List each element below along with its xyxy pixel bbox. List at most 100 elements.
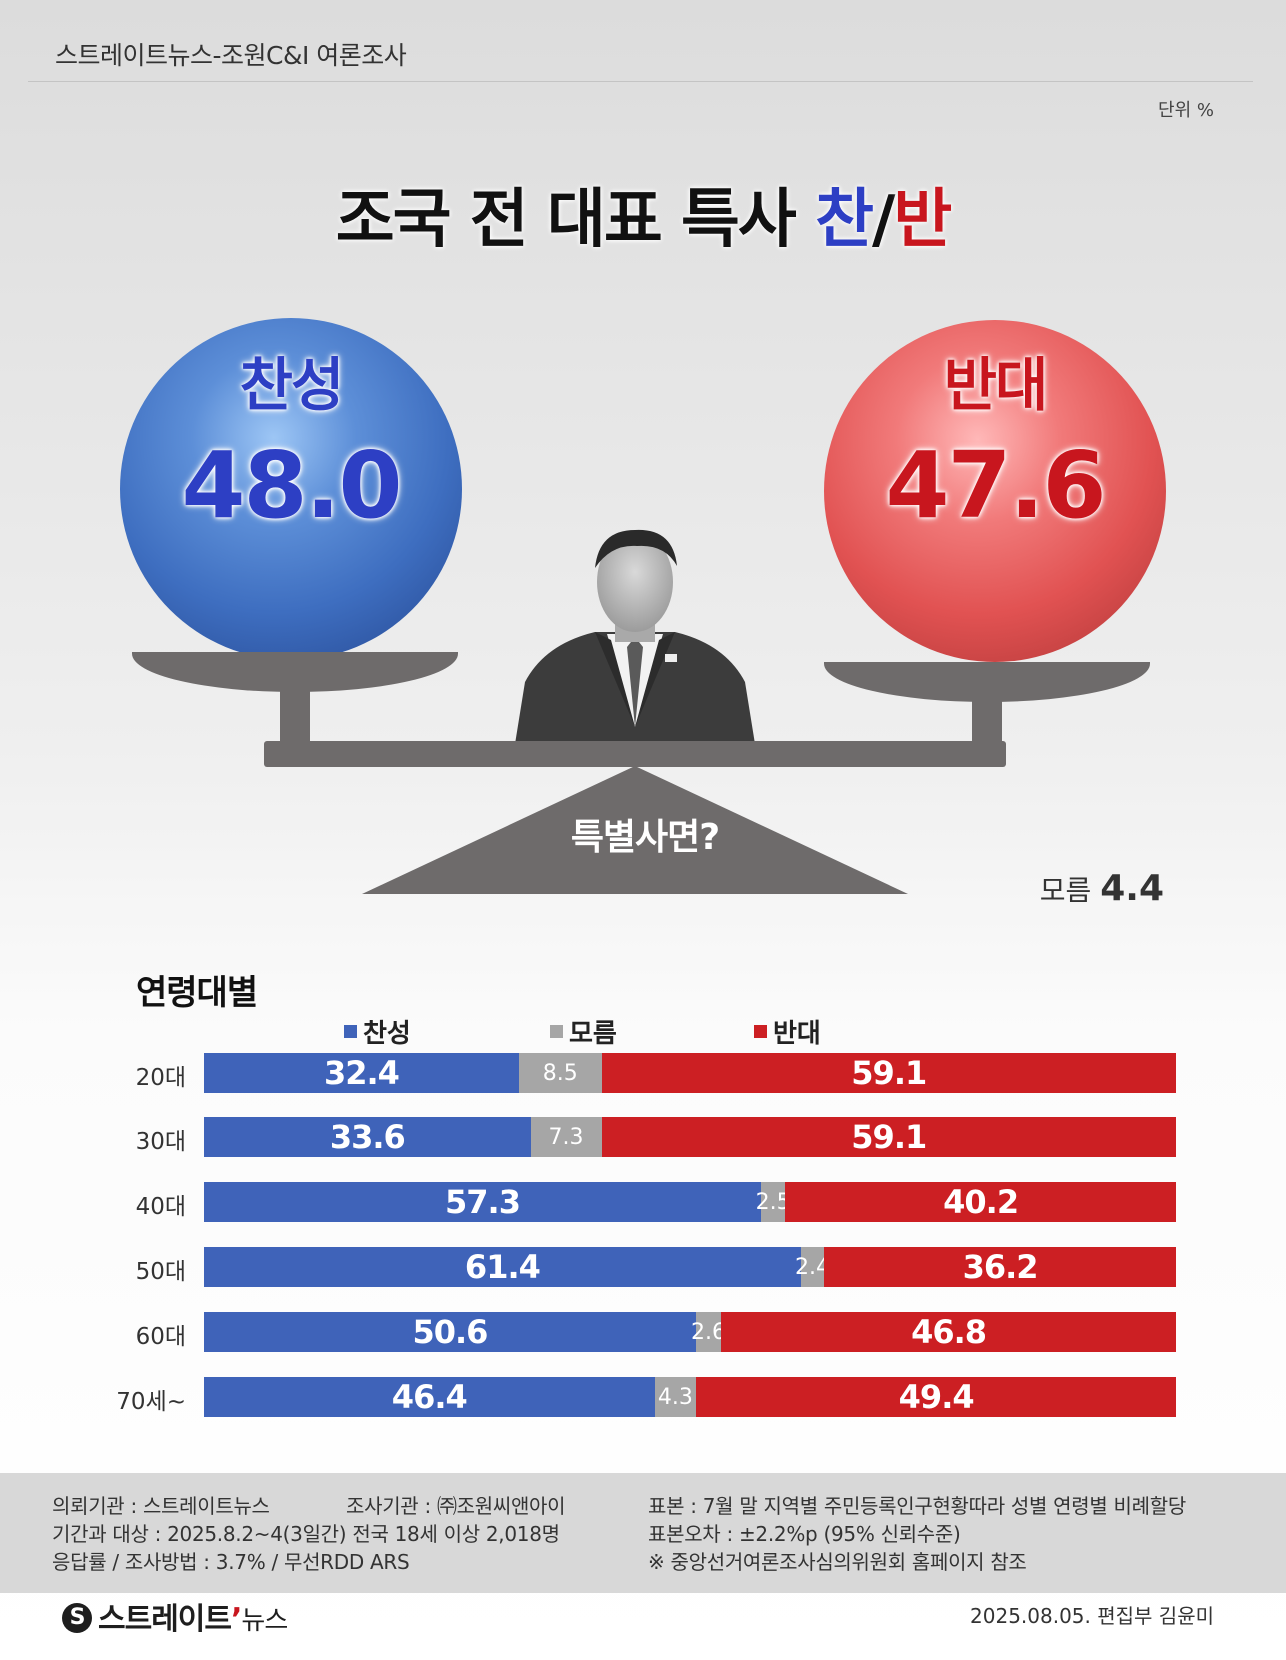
legend-item-yes: 찬성 bbox=[344, 1013, 411, 1050]
bar-row: 70세~ 46.4 4.3 49.4 bbox=[0, 1377, 1286, 1417]
footer-method: 응답률 / 조사방법 : 3.7% / 무선RDD ARS bbox=[52, 1550, 410, 1574]
category-label: 40대 bbox=[135, 1194, 186, 1220]
header-title: 스트레이트뉴스-조원C&I 여론조사 bbox=[55, 41, 407, 70]
yes-value: 48.0 bbox=[181, 432, 403, 539]
scale-fulcrum bbox=[362, 766, 908, 894]
title-yes: 찬 bbox=[815, 183, 874, 257]
legend-swatch-unknown bbox=[550, 1025, 563, 1038]
category-label: 50대 bbox=[135, 1259, 186, 1285]
data-label-yes: 33.6 bbox=[329, 1118, 406, 1156]
no-value: 47.6 bbox=[885, 432, 1107, 539]
data-label-unknown: 2.6 bbox=[690, 1319, 726, 1345]
footer-client: 의뢰기관 : 스트레이트뉴스 bbox=[52, 1494, 270, 1518]
legend-item-unknown: 모름 bbox=[550, 1013, 617, 1050]
scale-pan-left bbox=[132, 652, 458, 692]
bar-segment-no: 36.2 bbox=[824, 1247, 1176, 1287]
bar-segment-yes: 61.4 bbox=[204, 1247, 801, 1287]
chart-title: 연령대별 bbox=[136, 973, 258, 1013]
bar-segment-yes: 50.6 bbox=[204, 1312, 696, 1352]
data-label-no: 59.1 bbox=[851, 1118, 927, 1156]
data-label-no: 49.4 bbox=[898, 1378, 975, 1416]
stacked-bar: 33.6 7.3 59.1 bbox=[204, 1117, 1176, 1157]
data-label-no: 36.2 bbox=[962, 1248, 1039, 1286]
bar-row: 40대 57.3 2.5 40.2 bbox=[0, 1182, 1286, 1222]
legend-label-no: 반대 bbox=[773, 1019, 821, 1049]
bar-segment-unknown: 2.4 bbox=[795, 1247, 830, 1287]
chart-legend: 찬성 모름 반대 bbox=[344, 1013, 864, 1050]
header-divider bbox=[28, 81, 1253, 82]
yes-sphere bbox=[120, 318, 462, 660]
bar-segment-no: 59.1 bbox=[601, 1053, 1176, 1093]
title-prefix: 조국 전 대표 특사 bbox=[335, 183, 816, 257]
data-label-yes: 50.6 bbox=[412, 1313, 488, 1351]
data-label-unknown: 8.5 bbox=[542, 1060, 578, 1086]
bar-segment-no: 40.2 bbox=[785, 1182, 1176, 1222]
bar-row: 50대 61.4 2.4 36.2 bbox=[0, 1247, 1286, 1287]
logo-main: 스트레이트 bbox=[98, 1602, 232, 1637]
legend-label-yes: 찬성 bbox=[363, 1019, 411, 1049]
data-label-no: 46.8 bbox=[911, 1313, 987, 1351]
brand-logo: S 스트레이트ʼ뉴스 bbox=[62, 1594, 288, 1638]
footer-panel bbox=[0, 1473, 1286, 1593]
data-label-no: 40.2 bbox=[943, 1183, 1019, 1221]
legend-swatch-yes bbox=[344, 1025, 357, 1038]
category-label: 70세~ bbox=[116, 1389, 186, 1415]
bar-row: 30대 33.6 7.3 59.1 bbox=[0, 1117, 1286, 1157]
data-label-unknown: 2.5 bbox=[755, 1189, 791, 1215]
unknown-label: 모름 bbox=[1039, 874, 1092, 907]
bar-segment-yes: 32.4 bbox=[204, 1053, 519, 1093]
bar-row: 20대 32.4 8.5 59.1 bbox=[0, 1053, 1286, 1093]
data-label-unknown: 4.3 bbox=[657, 1384, 693, 1410]
bar-segment-no: 49.4 bbox=[696, 1377, 1176, 1417]
page-title: 조국 전 대표 특사 찬/반 bbox=[0, 168, 1286, 260]
stacked-bar: 46.4 4.3 49.4 bbox=[204, 1377, 1176, 1417]
bar-segment-yes: 33.6 bbox=[204, 1117, 531, 1157]
bar-row: 60대 50.6 2.6 46.8 bbox=[0, 1312, 1286, 1352]
scale-caption: 특별사면? bbox=[570, 817, 720, 858]
no-sphere bbox=[824, 320, 1166, 662]
scale-pan-right bbox=[824, 662, 1150, 702]
category-label: 30대 bbox=[135, 1129, 186, 1155]
publish-date: 2025.08.05. 편집부 김윤미 bbox=[970, 1604, 1214, 1628]
bar-segment-unknown: 4.3 bbox=[654, 1377, 697, 1417]
data-label-unknown: 7.3 bbox=[548, 1124, 584, 1150]
unit-label: 단위 % bbox=[1158, 100, 1214, 121]
scale-beam bbox=[264, 741, 1006, 767]
data-label-yes: 61.4 bbox=[464, 1248, 541, 1286]
scale-stem-right bbox=[972, 700, 1002, 748]
logo-mark-glyph: ʼ bbox=[231, 1602, 242, 1637]
bar-segment-unknown: 2.6 bbox=[691, 1312, 726, 1352]
bar-segment-unknown: 7.3 bbox=[530, 1117, 602, 1157]
yes-label: 찬성 bbox=[239, 351, 345, 419]
bar-segment-no: 59.1 bbox=[601, 1117, 1176, 1157]
unknown-overall: 모름 4.4 bbox=[1040, 868, 1164, 909]
category-label: 20대 bbox=[135, 1065, 186, 1091]
category-label: 60대 bbox=[135, 1324, 186, 1350]
data-label-yes: 57.3 bbox=[445, 1183, 521, 1221]
data-label-no: 59.1 bbox=[851, 1054, 927, 1092]
footer-period: 기간과 대상 : 2025.8.2~4(3일간) 전국 18세 이상 2,018… bbox=[52, 1522, 560, 1546]
logo-icon: S bbox=[62, 1602, 92, 1633]
data-label-unknown: 2.4 bbox=[794, 1254, 830, 1280]
legend-swatch-no bbox=[754, 1025, 767, 1038]
bar-segment-unknown: 8.5 bbox=[518, 1053, 602, 1093]
person-photo bbox=[515, 529, 755, 744]
stacked-bar: 61.4 2.4 36.2 bbox=[204, 1247, 1176, 1287]
bar-segment-yes: 57.3 bbox=[204, 1182, 761, 1222]
stacked-bar: 32.4 8.5 59.1 bbox=[204, 1053, 1176, 1093]
footer-note: ※ 중앙선거여론조사심의위원회 홈페이지 참조 bbox=[648, 1550, 1027, 1574]
legend-label-unknown: 모름 bbox=[569, 1019, 617, 1049]
scale-stem-left bbox=[280, 690, 310, 748]
title-slash: / bbox=[871, 183, 895, 257]
unknown-value: 4.4 bbox=[1100, 868, 1164, 909]
footer-error: 표본오차 : ±2.2%p (95% 신뢰수준) bbox=[648, 1522, 961, 1546]
no-label: 반대 bbox=[943, 351, 1049, 419]
stacked-bar: 50.6 2.6 46.8 bbox=[204, 1312, 1176, 1352]
bar-segment-no: 46.8 bbox=[721, 1312, 1176, 1352]
data-label-yes: 32.4 bbox=[323, 1054, 400, 1092]
bar-segment-unknown: 2.5 bbox=[756, 1182, 791, 1222]
legend-item-no: 반대 bbox=[754, 1013, 821, 1050]
stacked-bar: 57.3 2.5 40.2 bbox=[204, 1182, 1176, 1222]
logo-sub: 뉴스 bbox=[241, 1606, 288, 1636]
bar-segment-yes: 46.4 bbox=[204, 1377, 655, 1417]
